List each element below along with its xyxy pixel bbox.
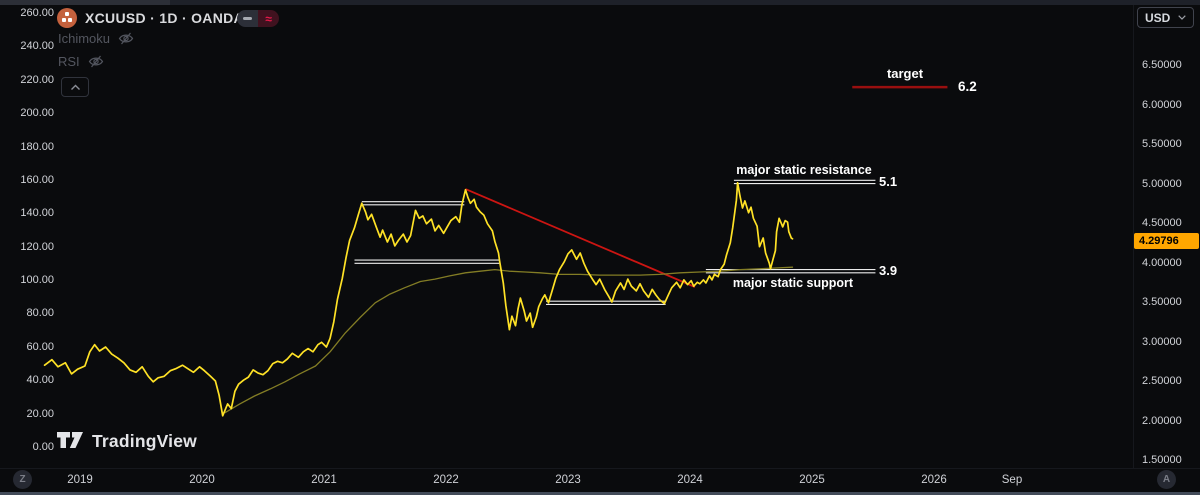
right-price-axis[interactable] (1134, 30, 1200, 468)
left-price-tick: 140.00 (20, 207, 54, 220)
dash-icon (243, 17, 252, 20)
XCUUSD-price-series[interactable] (43, 181, 794, 417)
time-axis-tick: 2026 (921, 474, 947, 486)
symbol-legend[interactable]: XCUUSD · 1D · OANDA (57, 8, 244, 28)
top-toolbar-strip (0, 0, 1200, 5)
time-axis-tick: 2022 (433, 474, 459, 486)
left-price-tick: 180.00 (20, 140, 54, 153)
left-price-tick: 60.00 (26, 340, 54, 353)
tradingview-logo-text: TradingView (92, 431, 197, 451)
dash-toggle-pill[interactable] (237, 10, 258, 27)
left-price-tick: 80.00 (26, 307, 54, 320)
symbol-title[interactable]: XCUUSD · 1D · OANDA (85, 10, 244, 26)
left-price-tick: 40.00 (26, 374, 54, 387)
time-axis[interactable]: 2019 2020 2021 2022 2023 2024 2025 2026 Sep (0, 468, 1200, 493)
approx-toggle-pill[interactable]: ≈ (258, 10, 279, 27)
resistance-value[interactable]: 5.1 (879, 174, 898, 189)
right-price-tick: 5.00000 (1142, 177, 1182, 190)
resistance-label[interactable]: major static resistance (736, 163, 872, 177)
long-term-moving-average-series[interactable] (224, 266, 794, 414)
right-price-tick: 6.50000 (1142, 59, 1182, 71)
left-price-tick: 120.00 (20, 240, 54, 253)
visibility-off-icon[interactable] (88, 55, 104, 68)
chevron-down-icon (1178, 15, 1186, 20)
right-price-tick: 2.00000 (1142, 414, 1182, 427)
window-bottom-edge (0, 492, 1200, 495)
indicator-name: RSI (58, 54, 80, 69)
right-price-tick: 6.00000 (1142, 98, 1182, 111)
target-value[interactable]: 6.2 (958, 79, 977, 94)
time-axis-tick: 2024 (677, 474, 703, 486)
legend-toggle-pills[interactable]: ≈ (237, 10, 279, 27)
left-price-tick: 100.00 (20, 274, 54, 287)
time-axis-tick: 2021 (311, 474, 337, 486)
left-price-tick: 20.00 (26, 407, 54, 420)
descending-trendline[interactable] (465, 188, 696, 288)
right-price-tick: 4.00000 (1142, 256, 1182, 269)
left-price-tick: 220.00 (20, 73, 54, 86)
left-price-tick: 200.00 (20, 107, 54, 120)
right-price-tick: 1.50000 (1142, 454, 1182, 466)
last-price-tag[interactable]: 4.29796 (1134, 233, 1199, 249)
currency-label: USD (1145, 10, 1171, 25)
right-price-tick: 2.50000 (1142, 375, 1182, 387)
time-axis-tick: 2023 (555, 474, 581, 486)
top-toolbar-strip-highlight (0, 0, 170, 5)
collapse-legend-button[interactable] (61, 77, 89, 97)
right-price-tick: 5.50000 (1142, 138, 1182, 150)
tradingview-logo-icon (57, 431, 83, 448)
target-label[interactable]: target (886, 66, 924, 81)
left-price-tick: 260.00 (20, 7, 54, 19)
right-price-tick: 3.00000 (1142, 335, 1182, 348)
support-value[interactable]: 3.9 (879, 263, 898, 278)
copper-symbol-icon (57, 8, 77, 28)
auto-scale-button[interactable]: A (1157, 470, 1176, 489)
time-axis-tick: 2019 (67, 474, 93, 486)
tradingview-watermark: TradingView (57, 431, 197, 452)
approx-icon: ≈ (265, 11, 272, 26)
right-axis-separator (1133, 5, 1134, 468)
left-price-tick: 240.00 (20, 40, 54, 53)
timezone-button[interactable]: Z (13, 470, 32, 489)
indicator-row-ichimoku[interactable]: Ichimoku (58, 31, 134, 46)
indicator-row-rsi[interactable]: RSI (58, 54, 104, 69)
left-price-tick: 0.00 (32, 441, 54, 453)
indicator-name: Ichimoku (58, 31, 111, 46)
time-axis-tick: 2020 (189, 474, 215, 486)
visibility-off-icon[interactable] (118, 32, 134, 45)
time-axis-tick: Sep (1001, 474, 1023, 486)
currency-selector[interactable]: USD (1137, 7, 1194, 28)
left-price-tick: 160.00 (20, 173, 54, 186)
time-axis-tick: 2025 (799, 474, 825, 486)
support-label[interactable]: major static support (732, 276, 854, 290)
right-price-tick: 3.50000 (1142, 296, 1182, 308)
right-price-tick: 4.50000 (1142, 217, 1182, 229)
chevron-up-icon (70, 84, 80, 90)
